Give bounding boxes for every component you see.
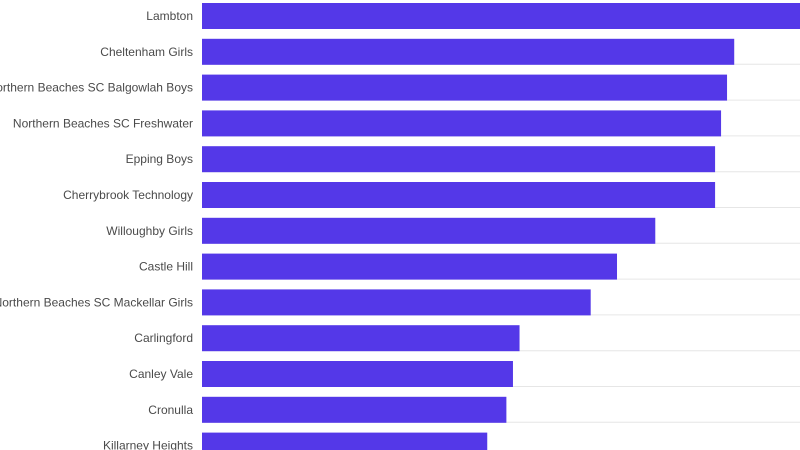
category-label: Northern Beaches SC Balgowlah Boys [0,81,193,95]
bar [202,38,735,65]
bar [202,432,488,450]
category-label: Northern Beaches SC Mackellar Girls [0,295,193,309]
category-label: Carlingford [134,331,193,345]
category-label: Willoughby Girls [106,224,193,238]
bar [202,289,591,316]
bar [202,74,728,101]
category-label: Castle Hill [139,260,193,274]
bar [202,3,800,29]
category-labels: Lambton Cheltenham Girls Northern Beaches … [0,9,193,450]
category-label: Cronulla [148,403,193,417]
category-label: Epping Boys [126,152,193,166]
category-label: Canley Vale [129,367,193,381]
bar [202,146,716,173]
bars [202,3,800,450]
bar [202,253,618,280]
category-label: Cherrybrook Technology [63,188,193,202]
bar [202,396,507,423]
bar [202,182,716,208]
bar [202,325,520,352]
bar [202,110,722,137]
bar [202,217,656,244]
category-label: Cheltenham Girls [100,45,193,59]
category-label: Killarney Heights [103,439,193,450]
category-label: Northern Beaches SC Freshwater [13,116,193,130]
bar [202,361,513,387]
category-label: Lambton [146,9,193,23]
